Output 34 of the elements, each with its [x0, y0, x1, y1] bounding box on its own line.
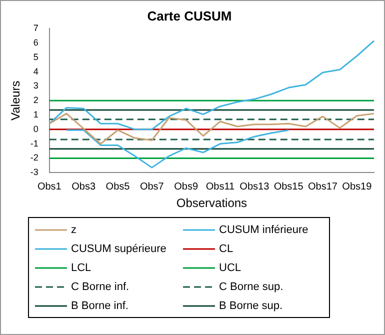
y-axis-title: Valeurs — [8, 80, 23, 120]
x-tick-label: Obs7 — [140, 181, 164, 192]
y-tick-label: -3 — [30, 167, 38, 178]
legend-label: UCL — [219, 262, 242, 274]
x-tick-label: Obs15 — [274, 181, 304, 192]
x-axis-title: Observations — [176, 196, 248, 210]
y-tick-label: 7 — [33, 23, 38, 34]
legend-label: C Borne inf. — [71, 280, 130, 292]
legend-label: CUSUM inférieure — [219, 224, 308, 236]
y-tick-label: 2 — [33, 95, 38, 106]
x-tick-label: Obs1 — [37, 181, 62, 192]
chart-title: Carte CUSUM — [147, 8, 232, 24]
y-tick-label: 5 — [33, 52, 38, 62]
x-tick-label: Obs17 — [308, 181, 338, 192]
y-tick-label: 0 — [33, 124, 38, 134]
x-tick-label: Obs13 — [240, 181, 270, 192]
legend-label: LCL — [71, 262, 92, 274]
x-tick-label: Obs19 — [342, 181, 372, 192]
legend-label: C Borne sup. — [219, 280, 284, 292]
y-tick-label: 3 — [33, 80, 38, 91]
legend-label: z — [71, 224, 76, 236]
legend-label: B Borne inf. — [71, 300, 128, 312]
y-tick-label: 1 — [33, 109, 38, 120]
y-tick-label: 4 — [33, 66, 38, 76]
x-tick-label: Obs11 — [206, 181, 236, 192]
legend-label: B Borne sup. — [219, 300, 283, 312]
legend-label: CUSUM supérieure — [71, 242, 166, 254]
x-tick-label: Obs3 — [72, 181, 96, 192]
y-tick-label: 6 — [33, 37, 38, 48]
x-tick-label: Obs9 — [174, 181, 198, 192]
y-tick-label: -1 — [30, 138, 38, 148]
y-tick-label: -2 — [30, 152, 38, 163]
legend-label: CL — [219, 242, 234, 254]
x-tick-label: Obs5 — [106, 181, 130, 192]
